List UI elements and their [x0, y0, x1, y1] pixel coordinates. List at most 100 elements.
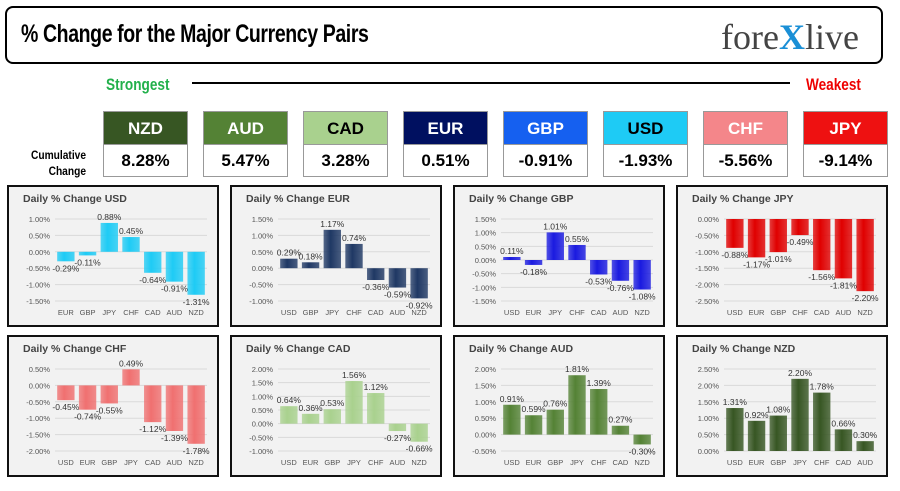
- category-label: CAD: [368, 308, 384, 317]
- data-label: -0.29%: [52, 263, 79, 273]
- data-label: 1.17%: [320, 219, 345, 229]
- data-label: 0.88%: [97, 212, 122, 222]
- y-tick-label: 0.00%: [475, 431, 497, 440]
- currency-box-nzd: NZD 8.28%: [103, 111, 188, 177]
- bar-jpy: [546, 232, 564, 260]
- data-label: 0.30%: [853, 430, 878, 440]
- data-label: 0.55%: [565, 234, 590, 244]
- category-label: USD: [504, 458, 520, 467]
- data-label: -0.92%: [406, 300, 433, 310]
- category-label: CHF: [591, 458, 607, 467]
- category-label: NZD: [411, 458, 427, 467]
- category-label: GBP: [303, 308, 319, 317]
- data-label: -1.01%: [765, 254, 792, 264]
- y-tick-label: -1.00%: [26, 414, 50, 423]
- category-label: USD: [727, 458, 743, 467]
- bar-eur: [524, 415, 543, 435]
- category-label: JPY: [570, 458, 584, 467]
- bar-aud: [165, 385, 184, 431]
- strongest-label: Strongest: [106, 75, 170, 94]
- y-tick-label: 1.50%: [252, 379, 274, 388]
- bar-gbp: [769, 415, 787, 451]
- y-tick-label: -2.50%: [695, 297, 719, 306]
- category-label: CAD: [145, 458, 161, 467]
- cumulative-value: 0.51%: [403, 145, 488, 177]
- category-label: NZD: [411, 308, 427, 317]
- chart-title: Daily % Change USD: [23, 193, 127, 205]
- category-label: EUR: [526, 458, 542, 467]
- y-tick-label: 2.00%: [475, 365, 497, 374]
- y-tick-label: -1.00%: [249, 297, 273, 306]
- y-tick-label: -0.50%: [249, 281, 273, 290]
- chart-svg: -2.50% -2.00% -1.50% -1.00% -0.50% 0.00% -0.88…: [695, 215, 879, 317]
- currency-box-jpy: JPY -9.14%: [803, 111, 888, 177]
- data-label: 0.45%: [119, 226, 144, 236]
- bar-nzd: [633, 260, 651, 290]
- chart-svg: 0.00% 0.50% 1.00% 1.50% 2.00% 2.50% 1.31% USD 0.…: [698, 365, 878, 467]
- y-tick-label: 1.00%: [252, 231, 274, 240]
- y-tick-label: 1.50%: [698, 398, 720, 407]
- currency-box-aud: AUD 5.47%: [203, 111, 288, 177]
- bar-nzd: [187, 251, 205, 295]
- data-label: 0.18%: [299, 251, 324, 261]
- bar-gbp: [769, 219, 787, 253]
- category-label: NZD: [857, 308, 873, 317]
- chart-panel-gbp: Daily % Change GBP -1.50% -1.00% -0.50% 0.00…: [453, 185, 665, 327]
- y-tick-label: -1.50%: [26, 431, 50, 440]
- chart-panel-nzd: Daily % Change NZD 0.00% 0.50% 1.00% 1.50% 2.…: [676, 335, 888, 477]
- currency-code: GBP: [503, 111, 588, 145]
- category-label: AUD: [167, 458, 183, 467]
- y-tick-label: -0.50%: [26, 398, 50, 407]
- y-tick-label: 1.50%: [475, 381, 497, 390]
- category-label: USD: [281, 308, 297, 317]
- category-label: GBP: [770, 308, 786, 317]
- y-tick-label: 0.50%: [475, 242, 497, 251]
- data-label: -1.08%: [629, 292, 656, 302]
- chart-title: Daily % Change GBP: [469, 193, 574, 205]
- y-tick-label: 1.00%: [29, 215, 51, 224]
- cumulative-value: 8.28%: [103, 145, 188, 177]
- bar-cad: [367, 268, 385, 281]
- row-label-line2: Change: [48, 164, 86, 178]
- data-label: -0.30%: [629, 446, 656, 456]
- data-label: -0.49%: [787, 237, 814, 247]
- category-label: USD: [504, 308, 520, 317]
- bar-eur: [747, 420, 766, 451]
- category-label: EUR: [526, 308, 542, 317]
- forexlive-logo: foreXlive: [721, 17, 859, 57]
- bar-usd: [280, 258, 298, 269]
- bar-gbp: [100, 385, 118, 404]
- data-label: 0.64%: [277, 395, 302, 405]
- data-label: 0.76%: [543, 399, 568, 409]
- category-label: AUD: [390, 308, 406, 317]
- data-label: -0.64%: [139, 275, 166, 285]
- chart-panel-eur: Daily % Change EUR -1.00% -0.50% 0.00% 0.50%…: [230, 185, 442, 327]
- category-label: AUD: [836, 308, 852, 317]
- y-tick-label: -0.50%: [695, 231, 719, 240]
- y-tick-label: 2.50%: [698, 365, 720, 374]
- y-tick-label: -1.00%: [695, 248, 719, 257]
- bar-nzd: [856, 219, 874, 292]
- data-label: 0.53%: [320, 398, 345, 408]
- data-label: 1.08%: [766, 405, 791, 415]
- y-tick-label: 1.00%: [475, 398, 497, 407]
- chart-title: Daily % Change CAD: [246, 343, 351, 355]
- data-label: 1.39%: [587, 378, 612, 388]
- data-label: 1.31%: [723, 397, 748, 407]
- category-label: AUD: [167, 308, 183, 317]
- category-label: CAD: [145, 308, 161, 317]
- category-label: JPY: [102, 308, 116, 317]
- bar-gbp: [78, 251, 97, 256]
- data-label: 0.74%: [342, 233, 367, 243]
- category-label: EUR: [749, 458, 765, 467]
- y-tick-label: 0.50%: [29, 365, 51, 374]
- bar-chf: [367, 393, 385, 424]
- currency-box-cad: CAD 3.28%: [303, 111, 388, 177]
- cumulative-value: 5.47%: [203, 145, 288, 177]
- y-tick-label: 0.00%: [698, 215, 720, 224]
- chart-svg: -1.50% -1.00% -0.50% 0.00% 0.50% 1.00% 1.50% 0.…: [472, 215, 656, 317]
- y-tick-label: 2.00%: [252, 365, 274, 374]
- category-label: EUR: [303, 458, 319, 467]
- category-label: JPY: [325, 308, 339, 317]
- category-label: JPY: [347, 458, 361, 467]
